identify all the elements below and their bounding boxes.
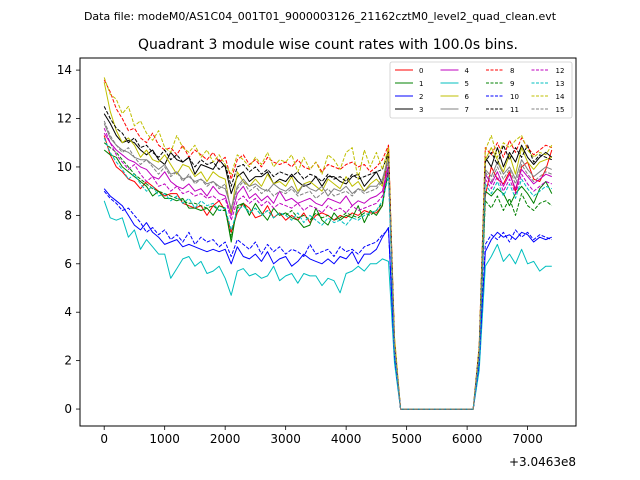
legend-label-10: 10 (510, 93, 519, 101)
legend-label-13: 13 (556, 80, 565, 88)
series-line-14 (103, 77, 553, 410)
legend-label-3: 3 (419, 106, 423, 114)
legend-label-11: 11 (510, 106, 519, 114)
y-tick-label-4: 4 (64, 305, 72, 319)
x-tick-label-0: 0 (100, 432, 108, 446)
y-axis: 0 2 4 6 8 10 12 14 (57, 63, 80, 416)
series-line-15 (103, 120, 552, 410)
legend-label-2: 2 (419, 93, 423, 101)
legend-label-1: 1 (419, 80, 423, 88)
legend-label-6: 6 (465, 93, 470, 101)
legend-label-9: 9 (510, 80, 514, 88)
legend-label-14: 14 (556, 93, 565, 101)
legend-label-7: 7 (465, 106, 469, 114)
y-tick-label-10: 10 (57, 160, 72, 174)
x-tick-label-6000: 6000 (452, 432, 483, 446)
x-tick-label-5000: 5000 (391, 432, 422, 446)
x-tick-label-3000: 3000 (270, 432, 301, 446)
chart-title: Quadrant 3 module wise count rates with … (138, 37, 518, 53)
y-tick-label-6: 6 (64, 257, 72, 271)
series-line-8 (103, 79, 552, 410)
x-offset-label: +3.0463e8 (509, 455, 576, 469)
legend-label-15: 15 (556, 106, 565, 114)
legend-box (389, 61, 573, 119)
x-axis: 0 1000 2000 3000 4000 5000 6000 7000 (100, 426, 543, 446)
y-tick-label-0: 0 (64, 402, 72, 416)
x-tick-label-4000: 4000 (331, 432, 362, 446)
x-tick-label-2000: 2000 (210, 432, 241, 446)
legend-label-8: 8 (510, 67, 514, 75)
y-tick-label-12: 12 (57, 112, 72, 126)
legend-label-0: 0 (419, 67, 423, 75)
y-tick-label-2: 2 (64, 354, 72, 368)
x-tick-label-1000: 1000 (149, 432, 180, 446)
y-tick-label-14: 14 (57, 63, 72, 77)
series-line-11 (103, 106, 552, 410)
series-line-5 (103, 200, 552, 410)
series-line-13 (103, 137, 552, 410)
plot-lines (103, 77, 553, 410)
plot-frame (79, 57, 577, 427)
legend-label-4: 4 (465, 67, 470, 75)
legend-label-5: 5 (465, 80, 469, 88)
y-tick-label-8: 8 (64, 208, 72, 222)
suptitle: Data file: modeM0/AS1C04_001T01_90000031… (84, 10, 557, 23)
x-tick-label-7000: 7000 (512, 432, 543, 446)
legend-label-12: 12 (556, 67, 565, 75)
